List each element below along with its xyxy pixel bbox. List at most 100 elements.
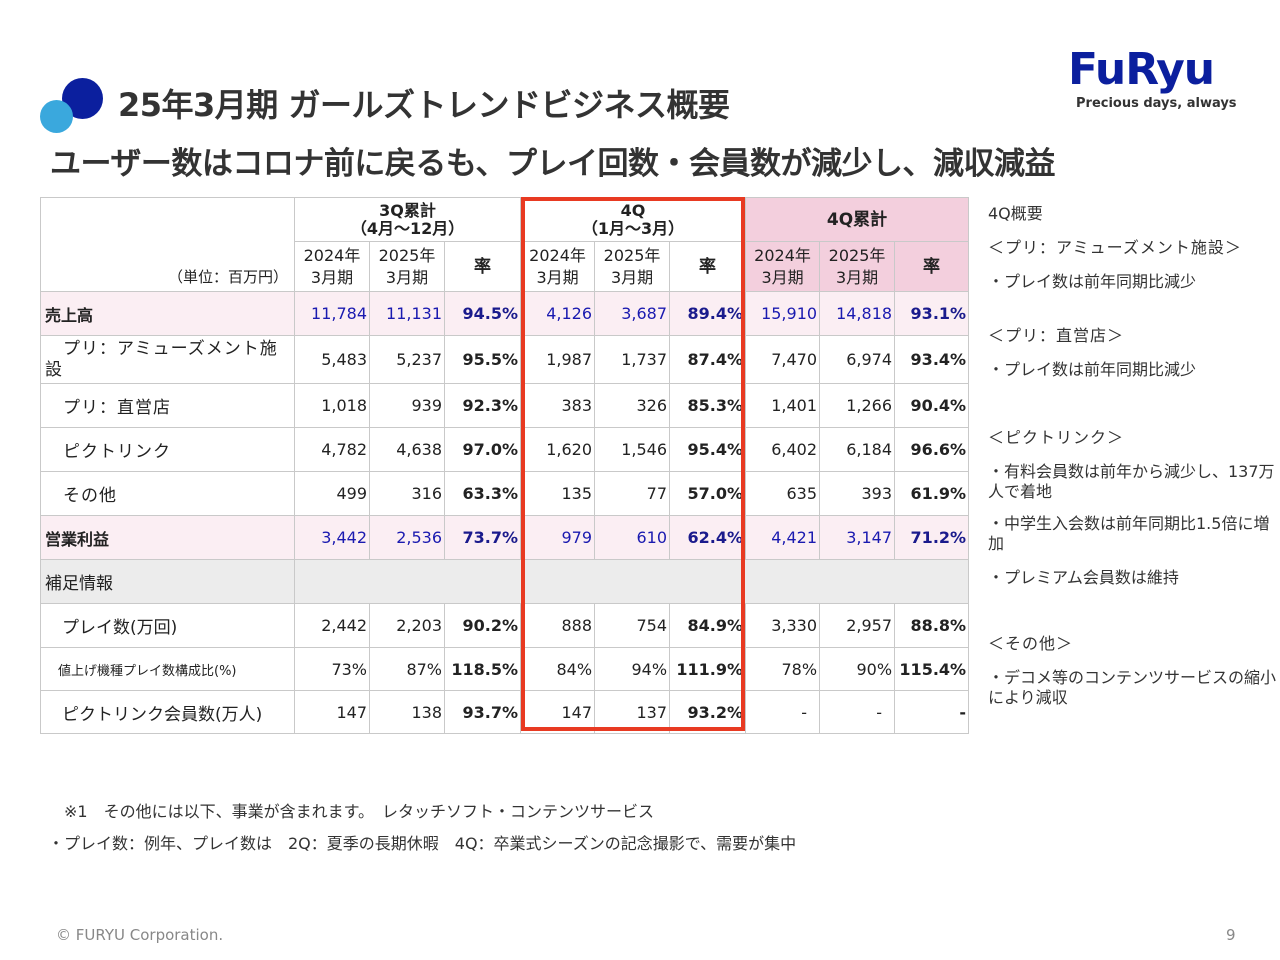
side-section-direct: ＜プリ：直営店＞ — [988, 326, 1125, 345]
cell-rate: 87.4% — [669, 335, 747, 384]
decor-circle-sky — [40, 100, 73, 133]
row-label: ピクトリンク — [40, 427, 295, 472]
cell-value: 87% — [369, 647, 445, 691]
cell-value: 6,184 — [819, 427, 896, 472]
cell-value: 316 — [369, 471, 445, 516]
cell-value: 888 — [520, 603, 596, 648]
side-bullet: ・中学生入会数は前年同期比1.5倍に増加 — [988, 514, 1270, 553]
group-4q-line1: 4Q — [620, 200, 646, 220]
side-section-other: ＜その他＞ — [988, 634, 1074, 653]
side-section-amusement: ＜プリ：アミューズメント施設＞ — [988, 238, 1242, 257]
side-bullet: ・デコメ等のコンテンツサービスの縮小により減収 — [988, 668, 1277, 707]
cell-rate: 57.0% — [669, 471, 747, 516]
side-summary: 4Q概要 ＜プリ：アミューズメント施設＞ ・プレイ数は前年同期比減少 ＜プリ：直… — [988, 204, 1278, 708]
group-3q-line2: （4月～12月） — [350, 218, 465, 238]
cell-rate: 93.2% — [669, 690, 747, 734]
cell-value: 14,818 — [819, 291, 896, 336]
table-row: ピクトリンク会員数(万人) 147 138 93.7% 147 137 93.2… — [40, 690, 970, 734]
page-subtitle: ユーザー数はコロナ前に戻るも、プレイ回数・会員数が減少し、減収減益 — [50, 146, 1055, 182]
group-4q-line2: （1月～3月） — [581, 218, 685, 238]
cell-rate: 88.8% — [894, 603, 970, 648]
cell-rate: 95.4% — [669, 427, 747, 472]
cell-value: 4,126 — [520, 291, 596, 336]
cell-rate: 95.5% — [443, 335, 522, 384]
row-label: 営業利益 — [40, 515, 295, 560]
cell-rate: 93.1% — [894, 291, 970, 336]
cell-value: 3,330 — [745, 603, 821, 648]
cell-value: 754 — [594, 603, 671, 648]
cell-value: 1,546 — [594, 427, 671, 472]
cell-value: 15,910 — [745, 291, 821, 336]
cell-value: 383 — [520, 383, 596, 428]
footnote-1: ※1 その他には以下、事業が含まれます。 レタッチソフト・コンテンツサービス — [64, 802, 654, 821]
cell-value: 2,442 — [294, 603, 370, 648]
cell-value: 3,442 — [294, 515, 370, 560]
group-header-4q-cumulative: 4Q累計 — [745, 197, 970, 242]
table-row: プリ：アミューズメント施設 5,483 5,237 95.5% 1,987 1,… — [40, 335, 970, 384]
side-heading: 4Q概要 — [988, 204, 1043, 223]
side-bullet: ・プレイ数は前年同期比減少 — [988, 360, 1197, 379]
cell-rate: 93.7% — [443, 690, 522, 734]
col-2024-4qc: 2024年 3月期 — [745, 241, 821, 292]
col-2025-3q: 2025年 3月期 — [369, 241, 445, 292]
col-rate-4q: 率 — [669, 241, 747, 292]
cell-rate: 97.0% — [443, 427, 522, 472]
cell-rate: 62.4% — [669, 515, 747, 560]
cell-rate: 92.3% — [443, 383, 522, 428]
cell-rate: 111.9% — [669, 647, 747, 691]
cell-value: 1,737 — [594, 335, 671, 384]
cell-value: 3,147 — [819, 515, 896, 560]
cell-value: 1,401 — [745, 383, 821, 428]
cell-value: 5,483 — [294, 335, 370, 384]
row-label: プリ：アミューズメント施設 — [40, 335, 295, 384]
row-label: ピクトリンク会員数(万人) — [40, 690, 295, 734]
group-header-4q: 4Q （1月～3月） — [520, 197, 747, 242]
cell-value: 6,974 — [819, 335, 896, 384]
cell-value: 979 — [520, 515, 596, 560]
copyright: © FURYU Corporation. — [56, 926, 224, 944]
cell-value: 393 — [819, 471, 896, 516]
supplement-filler — [293, 559, 970, 604]
cell-rate: 73.7% — [443, 515, 522, 560]
cell-rate: 71.2% — [894, 515, 970, 560]
table-row: 値上げ機種プレイ数構成比(%) 73% 87% 118.5% 84% 94% 1… — [40, 647, 970, 691]
cell-rate: 85.3% — [669, 383, 747, 428]
row-label: プレイ数(万回) — [40, 603, 295, 648]
col-2025-4q: 2025年 3月期 — [594, 241, 671, 292]
cell-rate: 90.4% — [894, 383, 970, 428]
logo-wordmark: FuRyu — [1068, 44, 1215, 95]
row-label: 補足情報 — [40, 559, 295, 604]
side-bullet: ・有料会員数は前年から減少し、137万人で着地 — [988, 462, 1275, 501]
side-bullet: ・プレミアム会員数は維持 — [988, 568, 1179, 587]
group-4qc-line1: 4Q累計 — [826, 209, 888, 230]
cell-rate: 94.5% — [443, 291, 522, 336]
cell-value: 635 — [745, 471, 821, 516]
cell-value: 7,470 — [745, 335, 821, 384]
cell-value: 1,620 — [520, 427, 596, 472]
highlight-4q-box — [521, 197, 745, 731]
cell-value: - — [745, 690, 821, 734]
cell-value: 147 — [520, 690, 596, 734]
row-label: プリ：直営店 — [40, 383, 295, 428]
cell-value: 2,957 — [819, 603, 896, 648]
cell-rate: 84.9% — [669, 603, 747, 648]
unit-label: （単位：百万円） — [167, 268, 288, 286]
table-row: 補足情報 — [40, 559, 970, 604]
cell-value: 499 — [294, 471, 370, 516]
cell-value: 147 — [294, 690, 370, 734]
cell-rate: 90.2% — [443, 603, 522, 648]
cell-rate: 115.4% — [894, 647, 970, 691]
table-row: プリ：直営店 1,018 939 92.3% 383 326 85.3% 1,4… — [40, 383, 970, 428]
side-bullet: ・プレイ数は前年同期比減少 — [988, 272, 1197, 291]
cell-rate: 96.6% — [894, 427, 970, 472]
cell-rate: - — [894, 690, 970, 734]
cell-value: 135 — [520, 471, 596, 516]
table-row: 営業利益 3,442 2,536 73.7% 979 610 62.4% 4,4… — [40, 515, 970, 560]
cell-value: 138 — [369, 690, 445, 734]
col-rate-4qc: 率 — [894, 241, 970, 292]
page-title: 25年3月期 ガールズトレンドビジネス概要 — [118, 86, 730, 124]
cell-value: 6,402 — [745, 427, 821, 472]
cell-rate: 93.4% — [894, 335, 970, 384]
cell-value: 1,266 — [819, 383, 896, 428]
side-section-pictlink: ＜ピクトリンク＞ — [988, 428, 1125, 447]
